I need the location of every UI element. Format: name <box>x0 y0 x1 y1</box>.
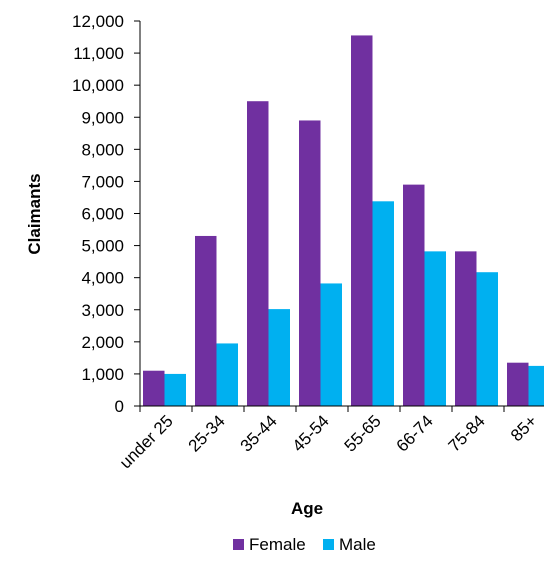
bar-female-75-84 <box>455 251 477 406</box>
legend-label-male: Male <box>339 535 376 554</box>
y-tick-label: 9,000 <box>81 108 124 127</box>
bar-male-35-44 <box>269 309 291 406</box>
x-tick-label: 45-54 <box>289 411 333 455</box>
bar-female-under-25 <box>143 371 165 406</box>
bar-female-66-74 <box>403 185 425 406</box>
y-axis-ticks: 0 1,000 2,000 3,000 4,000 5,000 6,000 7,000 8,00… <box>72 12 140 416</box>
y-tick-label: 11,000 <box>73 44 124 63</box>
y-tick-label: 12,000 <box>72 12 124 31</box>
bar-male-under-25 <box>165 374 187 406</box>
bar-female-85- <box>507 363 529 406</box>
y-tick-label: 0 <box>115 397 124 416</box>
x-tick-label: 55-65 <box>341 411 385 455</box>
y-axis-title: Claimants <box>25 173 44 254</box>
y-tick-label: 7,000 <box>81 172 124 191</box>
bar-male-75-84 <box>477 272 499 406</box>
y-tick-label: 10,000 <box>72 76 124 95</box>
y-tick-label: 6,000 <box>81 205 124 224</box>
legend-swatch-male <box>323 539 334 550</box>
y-tick-label: 5,000 <box>81 237 124 256</box>
bar-male-66-74 <box>425 251 447 406</box>
bar-male-45-54 <box>321 283 343 406</box>
x-tick-label: 85+ <box>507 411 541 445</box>
bar-male-85- <box>529 366 544 406</box>
bar-female-55-65 <box>351 35 373 406</box>
y-tick-label: 8,000 <box>81 140 124 159</box>
bar-female-25-34 <box>195 236 217 406</box>
bar-male-25-34 <box>217 343 239 406</box>
bar-male-55-65 <box>373 201 395 406</box>
legend: Female Male <box>233 535 376 554</box>
y-tick-label: 2,000 <box>81 333 124 352</box>
x-tick-label: 66-74 <box>393 411 437 455</box>
legend-label-female: Female <box>249 535 306 554</box>
y-tick-label: 3,000 <box>81 301 124 320</box>
x-tick-label: 35-44 <box>237 411 281 455</box>
bar-series <box>143 35 544 406</box>
y-tick-label: 1,000 <box>81 365 124 384</box>
x-tick-label: 75-84 <box>445 411 489 455</box>
bar-female-45-54 <box>299 120 321 406</box>
x-tick-label: 25-34 <box>185 411 229 455</box>
y-tick-label: 4,000 <box>81 269 124 288</box>
x-tick-label: under 25 <box>116 411 177 472</box>
bar-female-35-44 <box>247 101 269 406</box>
x-axis-title: Age <box>291 499 323 518</box>
legend-swatch-female <box>233 539 244 550</box>
